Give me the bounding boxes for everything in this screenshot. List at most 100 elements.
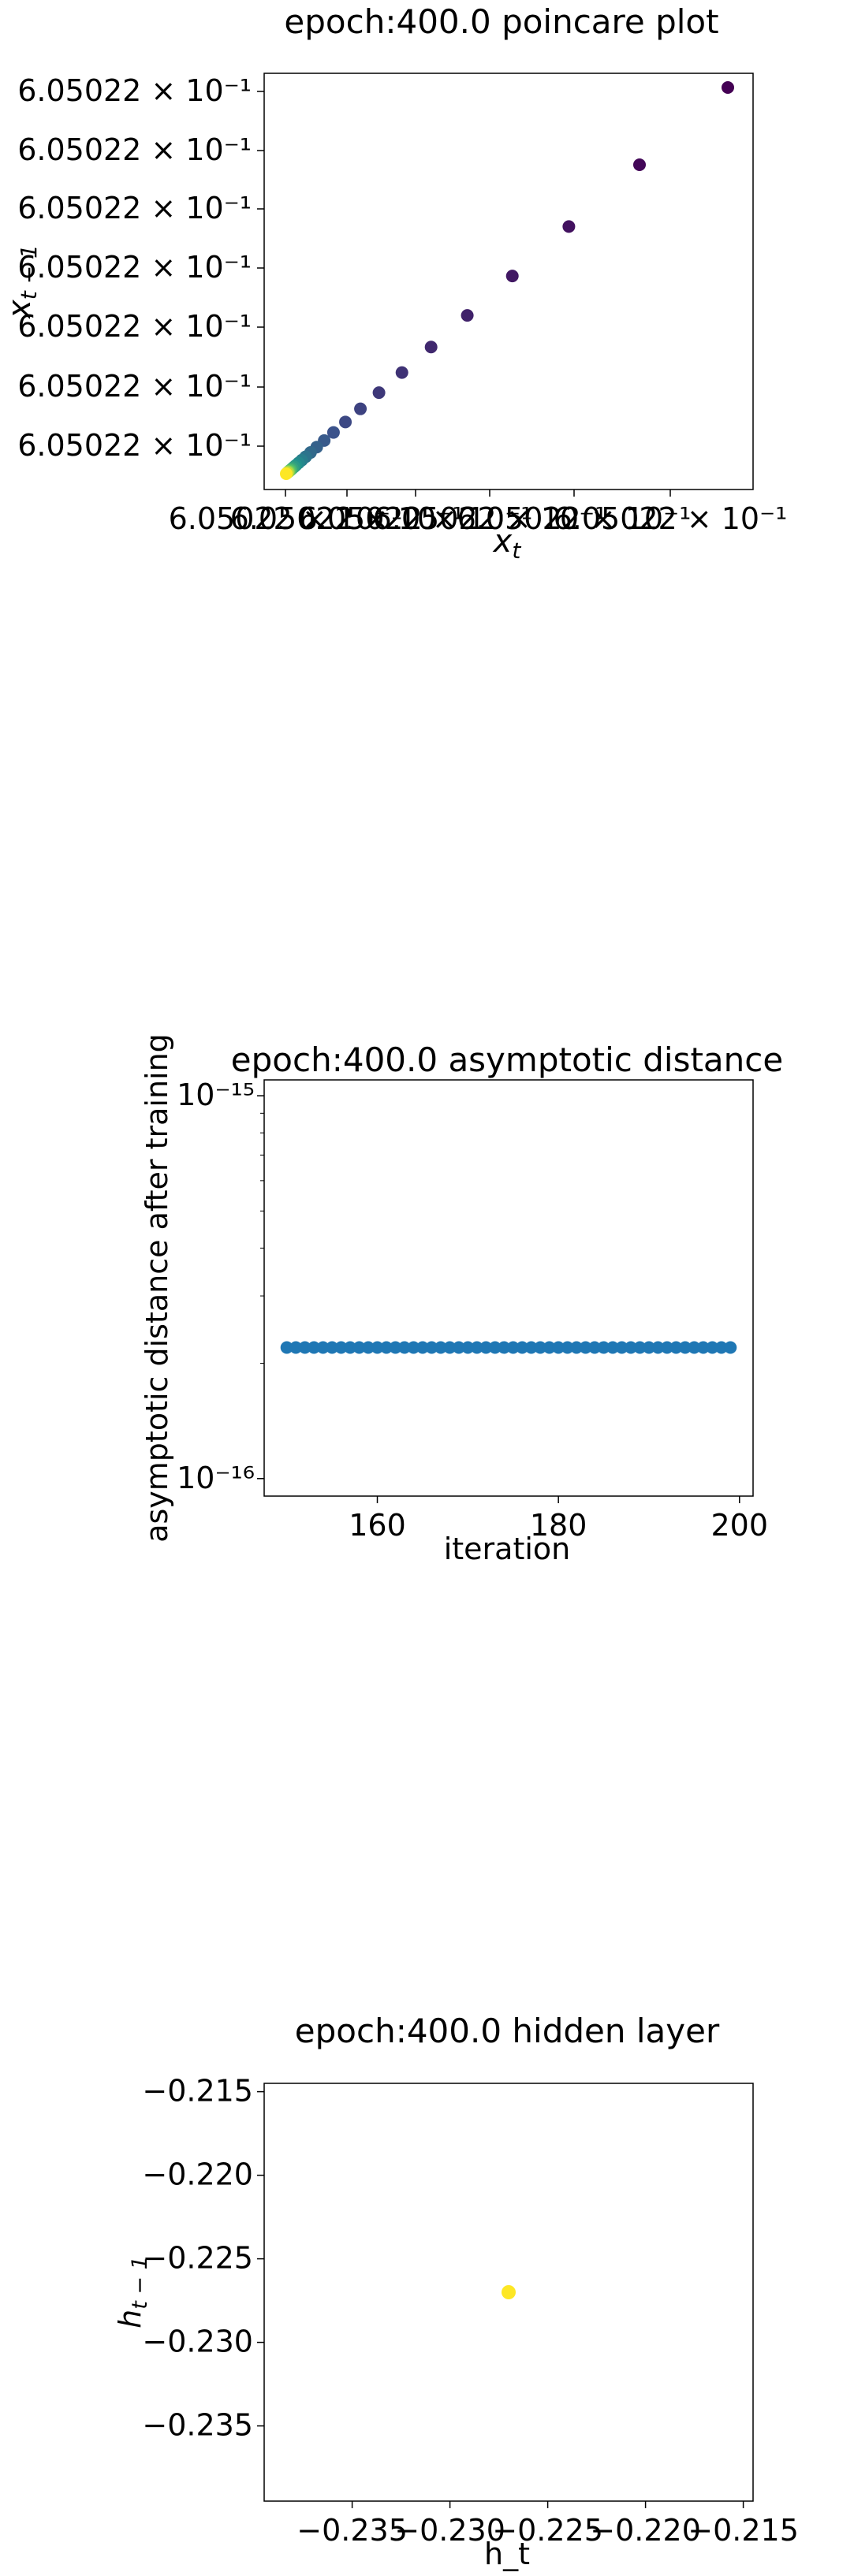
chart2-point <box>280 1341 293 1354</box>
chart2-point <box>579 1341 592 1354</box>
chart1-x-tick-label: 6.05022 × 10⁻¹ <box>554 501 788 536</box>
chart1-point <box>424 341 438 354</box>
chart2-point <box>516 1341 529 1354</box>
chart2-y-tick-label: 10⁻¹⁵ <box>177 1078 255 1112</box>
hidden-layer-chart: epoch:400.0 hidden layer −0.235−0.230−0.… <box>113 2012 799 2571</box>
chart1-points <box>280 81 734 480</box>
chart2-point <box>316 1341 330 1354</box>
chart2-points <box>280 1341 737 1354</box>
chart2-point <box>706 1341 719 1354</box>
chart3-x-ticks: −0.235−0.230−0.225−0.220−0.215 <box>296 2501 799 2548</box>
chart2-point <box>651 1341 665 1354</box>
chart1-point <box>372 386 386 400</box>
chart2-point <box>298 1341 311 1354</box>
chart2-point <box>724 1341 737 1354</box>
chart1-y-tick-label: 6.05022 × 10⁻¹ <box>17 428 252 463</box>
chart3-point <box>502 2285 516 2299</box>
chart2-point <box>688 1341 701 1354</box>
chart2-point <box>443 1341 457 1354</box>
chart2-point <box>588 1341 602 1354</box>
chart3-points <box>502 2285 516 2299</box>
chart3-y-axis-label: ht − 1 <box>113 2256 152 2328</box>
chart1-y-tick-label: 6.05022 × 10⁻¹ <box>17 191 252 225</box>
chart3-y-ticks: −0.235 −0.230 −0.225 −0.220 −0.215 <box>142 2074 264 2443</box>
chart2-point <box>696 1341 710 1354</box>
chart3-y-tick-label: −0.215 <box>142 2074 253 2109</box>
chart2-point <box>561 1341 574 1354</box>
chart2-point <box>543 1341 556 1354</box>
chart1-y-tick-label: 6.05022 × 10⁻¹ <box>17 369 252 404</box>
chart1-point <box>461 309 474 322</box>
chart1-point <box>354 402 367 415</box>
chart2-point <box>678 1341 692 1354</box>
chart2-x-tick-label: 200 <box>711 1508 769 1543</box>
chart3-title: epoch:400.0 hidden layer <box>295 2012 720 2050</box>
chart2-point <box>524 1341 538 1354</box>
chart1-y-axis-label: xt − 1 <box>2 244 42 320</box>
chart1-point <box>326 426 340 439</box>
chart1-x-ticks: 6.05022 × 10⁻¹6.05022 × 10⁻¹6.05022 × 10… <box>169 490 788 536</box>
chart1-y-tick-label: 6.05022 × 10⁻¹ <box>17 73 252 108</box>
chart3-x-tick-label: −0.215 <box>688 2513 799 2548</box>
chart2-point <box>470 1341 483 1354</box>
chart1-x-tick-label: 6.05022 × 10⁻¹ <box>457 501 692 536</box>
chart1-x-tick-label: 6.05022 × 10⁻¹ <box>373 501 607 536</box>
chart2-x-axis-label: iteration <box>444 1532 571 1566</box>
chart2-point <box>380 1341 393 1354</box>
chart2-point <box>425 1341 438 1354</box>
chart2-x-ticks: 160 180 200 <box>349 1496 768 1543</box>
chart1-y-ticks: 6.05022 × 10⁻¹ 6.05022 × 10⁻¹ 6.05022 × 10… <box>17 73 264 463</box>
chart1-x-tick-label: 6.05022 × 10⁻¹ <box>230 501 464 536</box>
chart2-point <box>625 1341 637 1354</box>
chart3-x-tick-label: −0.230 <box>394 2513 505 2548</box>
chart1-y-tick-label: 6.05022 × 10⁻¹ <box>17 132 252 167</box>
chart2-point <box>452 1341 465 1354</box>
chart2-point <box>570 1341 584 1354</box>
chart2-point <box>642 1341 655 1354</box>
chart3-x-tick-label: −0.235 <box>296 2513 408 2548</box>
asymptotic-distance-chart: epoch:400.0 asymptotic distance 10⁻¹⁶ 10⁻… <box>140 1033 783 1566</box>
chart2-y-axis-label: asymptotic distance after training <box>140 1033 174 1543</box>
chart2-point <box>434 1341 447 1354</box>
chart3-y-tick-label: −0.230 <box>142 2325 253 2359</box>
chart1-point <box>722 81 734 94</box>
chart2-point <box>552 1341 565 1354</box>
chart2-point <box>669 1341 683 1354</box>
chart2-x-tick-label: 180 <box>530 1508 587 1543</box>
chart2-point <box>362 1341 375 1354</box>
chart2-point <box>371 1341 384 1354</box>
chart2-point <box>416 1341 429 1354</box>
chart2-point <box>714 1341 728 1354</box>
chart1-y-tick-label: 6.05022 × 10⁻¹ <box>17 309 252 344</box>
chart2-point <box>479 1341 493 1354</box>
chart2-y-tick-label: 10⁻¹⁶ <box>177 1461 255 1495</box>
poincare-plot-chart: epoch:400.0 poincare plot 6.05022 × 10⁻¹… <box>2 2 787 564</box>
chart1-plot-area <box>263 73 754 490</box>
chart2-point <box>488 1341 502 1354</box>
chart3-y-tick-label: −0.235 <box>142 2408 253 2443</box>
chart2-point <box>397 1341 411 1354</box>
chart2-point <box>407 1341 420 1354</box>
chart1-x-tick-label: 6.05022 × 10⁻¹ <box>299 501 533 536</box>
chart2-title: epoch:400.0 asymptotic distance <box>231 1040 783 1079</box>
chart2-point <box>633 1341 647 1354</box>
chart2-point <box>308 1341 321 1354</box>
chart3-y-tick-label: −0.225 <box>142 2241 253 2276</box>
chart1-point <box>339 415 352 429</box>
chart2-point <box>344 1341 357 1354</box>
chart1-point <box>280 467 293 480</box>
chart1-y-tick-label: 6.05022 × 10⁻¹ <box>17 250 252 285</box>
chart2-point <box>660 1341 673 1354</box>
chart2-point <box>534 1341 547 1354</box>
chart1-title: epoch:400.0 poincare plot <box>284 2 718 41</box>
chart3-x-tick-label: −0.220 <box>590 2513 701 2548</box>
chart2-point <box>334 1341 348 1354</box>
chart2-point <box>597 1341 610 1354</box>
chart2-point <box>289 1341 303 1354</box>
chart2-point <box>461 1341 475 1354</box>
chart2-point <box>326 1341 339 1354</box>
chart2-plot-area <box>263 1079 754 1497</box>
chart2-point <box>606 1341 620 1354</box>
chart2-point <box>498 1341 511 1354</box>
